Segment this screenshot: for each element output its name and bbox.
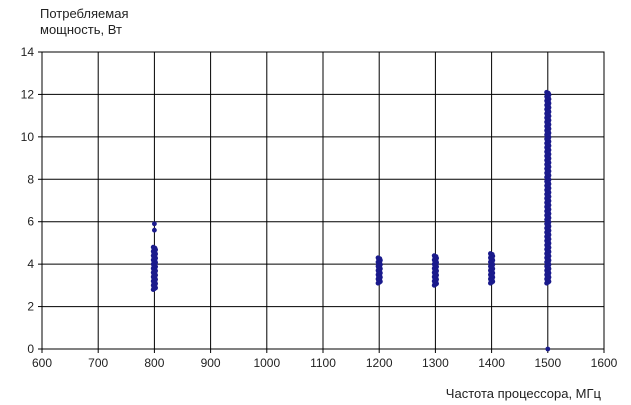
- y-tick-label: 6: [27, 215, 34, 229]
- x-tick-label: 1600: [591, 356, 618, 370]
- plot-border: [41, 51, 605, 350]
- x-tick-label: 1300: [422, 356, 449, 370]
- data-point: [152, 221, 157, 227]
- x-axis-label: Частота процессора, МГц: [445, 386, 601, 401]
- y-tick-label: 14: [21, 45, 35, 59]
- y-axis-label-line-1: Потребляемая: [40, 6, 129, 21]
- y-tick-label: 4: [27, 257, 34, 271]
- x-tick-label: 600: [32, 356, 52, 370]
- y-tick-label: 0: [27, 342, 34, 356]
- data-point: [150, 244, 156, 250]
- x-tick-label: 700: [88, 356, 108, 370]
- y-tick-label: 12: [21, 87, 35, 101]
- data-point: [545, 346, 551, 352]
- tick-layer: 600 700 800 900 1000 1100 1200 1300 1400 1500 1600…: [21, 45, 618, 370]
- data-points: [150, 89, 552, 352]
- y-tick-label: 10: [21, 130, 35, 144]
- data-point: [544, 89, 549, 95]
- data-point: [488, 251, 493, 256]
- data-point: [152, 227, 157, 233]
- x-tick-label: 1500: [534, 356, 561, 370]
- x-tick-label: 1400: [478, 356, 505, 370]
- x-tick-label: 900: [201, 356, 221, 370]
- y-axis-label-line-2: мощность, Вт: [40, 22, 122, 37]
- x-tick-label: 1100: [310, 356, 336, 370]
- x-tick-label: 1000: [253, 356, 280, 370]
- data-point: [431, 253, 437, 259]
- y-tick-label: 8: [27, 172, 34, 186]
- x-tick-label: 1200: [366, 356, 393, 370]
- grid-layer: [38, 51, 605, 353]
- data-point: [375, 255, 381, 261]
- y-tick-label: 2: [27, 300, 34, 314]
- x-tick-label: 800: [144, 356, 164, 370]
- axis-layer: [41, 51, 605, 350]
